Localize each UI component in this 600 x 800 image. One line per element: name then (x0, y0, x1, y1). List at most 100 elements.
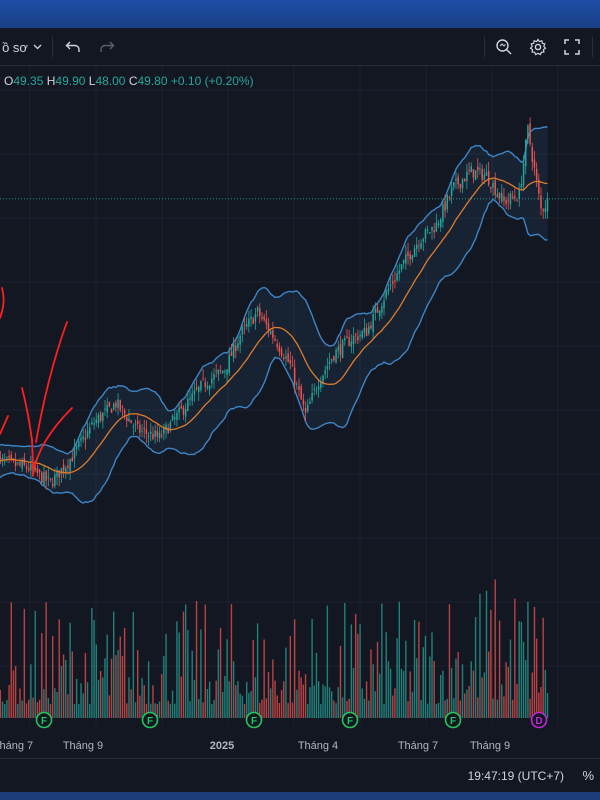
volume-bar (130, 689, 132, 718)
candle-body (354, 334, 357, 336)
chart-type-menu[interactable]: ồ sơ (0, 28, 44, 66)
candle-body (339, 344, 342, 355)
volume-bar (464, 693, 466, 718)
candle-body (400, 264, 403, 270)
candle (165, 421, 167, 439)
volume-bar (78, 703, 80, 718)
candle-body (291, 365, 294, 367)
candle-body (36, 467, 39, 473)
candle-body (17, 462, 19, 464)
volume-bar (189, 701, 191, 718)
candle-body (494, 180, 496, 195)
candle-body (453, 182, 455, 188)
candle (189, 390, 191, 406)
candle-body (191, 393, 193, 401)
volume-bar (544, 670, 547, 718)
volume-bar (163, 656, 165, 718)
volume-bar (407, 701, 409, 718)
volume-bar (36, 702, 39, 718)
candle-body (228, 354, 231, 373)
volume-bar (204, 604, 206, 718)
volume-bar (12, 670, 15, 718)
price-chart[interactable]: F F F F F D Tháng 7 Tháng 9 2025 Tháng 4 Tháng 7 Th… (0, 66, 600, 758)
volume-bar (466, 689, 468, 718)
candle (204, 377, 207, 393)
candle-body (160, 435, 163, 437)
candle-body (152, 433, 154, 440)
clock-timezone[interactable]: 19:47:19 (UTC+7) (467, 769, 564, 783)
candle (84, 428, 87, 450)
candle (245, 317, 248, 330)
volume-bar (1, 701, 4, 718)
dividend-event-marker[interactable]: D (530, 711, 548, 729)
candle (119, 399, 122, 413)
candle (350, 334, 353, 353)
candle-body (461, 179, 464, 189)
candle-body (217, 369, 220, 375)
percent-scale-toggle[interactable]: % (582, 768, 594, 783)
candle-body (84, 437, 87, 441)
candle-body (267, 323, 270, 332)
candle (123, 408, 126, 420)
fullscreen-icon (564, 39, 580, 55)
volume-bar (298, 670, 300, 718)
candle (38, 469, 41, 480)
volume-bar (311, 618, 313, 718)
candle (328, 352, 331, 370)
candle-body (67, 465, 69, 468)
redo-button[interactable] (94, 28, 120, 66)
candle (459, 183, 462, 193)
candle-body (245, 323, 248, 327)
candle-body (522, 162, 525, 186)
earnings-event-marker[interactable]: F (444, 711, 462, 729)
candle (533, 150, 536, 176)
quick-search-button[interactable] (490, 28, 518, 66)
undo-button[interactable] (60, 28, 86, 66)
earnings-event-marker[interactable]: F (245, 711, 263, 729)
event-marker-label: D (535, 716, 542, 727)
candle-body (313, 388, 316, 390)
candle (80, 434, 82, 447)
candle-body (145, 429, 148, 434)
candle-body (126, 417, 128, 422)
candle-body (272, 330, 274, 338)
candle (522, 155, 525, 192)
candle (259, 303, 261, 324)
volume-bar (167, 700, 169, 718)
earnings-event-marker[interactable]: F (35, 711, 53, 729)
candle-body (256, 307, 259, 312)
earnings-event-marker[interactable]: F (341, 711, 359, 729)
candle (344, 335, 346, 346)
candle-body (363, 327, 366, 333)
candle-body (154, 430, 156, 437)
volume-bar (422, 647, 424, 718)
volume-bars (0, 579, 549, 718)
candle-body (398, 270, 401, 274)
settings-button[interactable] (524, 28, 552, 66)
volume-bar (472, 670, 475, 718)
volume-bar (381, 603, 383, 718)
candle-body (232, 343, 235, 359)
candle (374, 302, 377, 321)
candle-body (47, 476, 50, 478)
candle (529, 117, 531, 147)
x-axis-tick-label: Tháng 9 (470, 740, 510, 752)
close-value: 49.80 (137, 74, 168, 88)
earnings-event-marker[interactable]: F (141, 711, 159, 729)
candle-body (333, 356, 335, 361)
candle (357, 329, 359, 345)
volume-bar (372, 664, 374, 718)
volume-bar (102, 677, 104, 718)
candle (381, 302, 383, 319)
candle-body (128, 418, 130, 422)
candle-body (309, 401, 311, 404)
candle-body (206, 386, 209, 389)
candle (21, 457, 23, 472)
candle (280, 346, 283, 359)
volume-bar (365, 681, 368, 718)
candle-body (300, 386, 302, 400)
volume-bar (459, 700, 462, 718)
volume-bar (461, 664, 464, 718)
fullscreen-button[interactable] (558, 28, 586, 66)
candle (398, 263, 401, 281)
